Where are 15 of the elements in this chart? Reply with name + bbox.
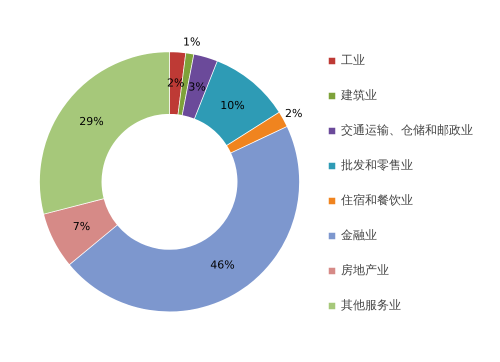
legend-label: 房地产业 bbox=[341, 262, 389, 279]
legend-label: 工业 bbox=[341, 52, 365, 69]
data-label: 7% bbox=[72, 220, 90, 234]
data-label: 1% bbox=[182, 35, 200, 48]
legend-label: 批发和零售业 bbox=[341, 157, 413, 174]
data-label: 3% bbox=[188, 80, 206, 94]
legend-label: 交通运输、仓储和邮政业 bbox=[341, 122, 473, 139]
legend-label: 金融业 bbox=[341, 227, 377, 244]
data-label: 2% bbox=[284, 107, 302, 120]
legend-label: 其他服务业 bbox=[341, 297, 401, 314]
data-label: 29% bbox=[79, 114, 104, 128]
legend-label: 建筑业 bbox=[341, 87, 377, 104]
legend-label: 住宿和餐饮业 bbox=[341, 192, 413, 209]
data-label: 46% bbox=[210, 258, 235, 272]
data-label: 10% bbox=[220, 99, 245, 112]
